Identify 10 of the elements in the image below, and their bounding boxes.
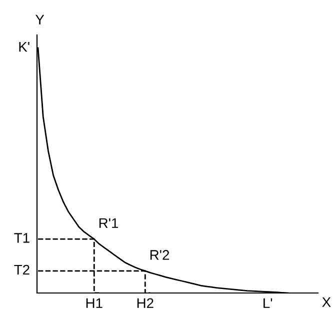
text: T2 [14,264,30,275]
x-axis-title: X [322,297,331,307]
x-tick-label: H2 [137,298,154,308]
text: K' [19,42,30,52]
annotation: R'1 [99,218,118,228]
y-axis-title: Y [35,14,44,24]
text: T1 [14,233,30,243]
x-tick-label: H1 [86,298,102,308]
x-tick-label: L' [264,298,272,308]
annotation: R'2 [150,250,170,260]
